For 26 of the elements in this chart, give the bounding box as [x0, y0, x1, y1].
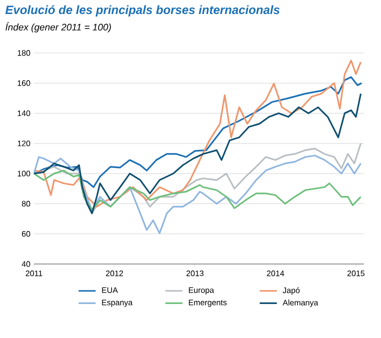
legend-label: Japó — [282, 287, 300, 295]
legend-label: Emergents — [188, 300, 227, 307]
y-tick-label: 180 — [18, 50, 30, 56]
y-tick-label: 140 — [18, 110, 30, 116]
y-tick-label: 40 — [22, 261, 30, 267]
y-tick-label: 80 — [22, 200, 30, 207]
x-tick-label: 2013 — [186, 270, 204, 276]
x-tick-label: 2014 — [266, 270, 284, 276]
legend-label: EUA — [102, 287, 118, 293]
legend-label: Espanya — [102, 300, 133, 307]
line-series — [33, 154, 362, 234]
x-tick-label: 2015 — [347, 270, 364, 276]
line-series — [33, 170, 362, 211]
y-tick-label: 60 — [22, 231, 30, 237]
line-series — [33, 60, 362, 208]
legend-label: Alemanya — [282, 300, 318, 308]
chart-subtitle: Índex (gener 2011 = 100) — [6, 22, 111, 32]
y-tick-label: 100 — [18, 170, 30, 176]
line-series — [33, 92, 362, 214]
chart-title: Evolució de les principals borses internacionals — [5, 5, 280, 16]
y-tick-label: 160 — [18, 80, 30, 86]
legend-label: Europa — [188, 287, 214, 295]
y-tick-label: 120 — [18, 140, 30, 146]
x-tick-label: 2011 — [26, 270, 42, 276]
x-tick-label: 2012 — [106, 270, 123, 276]
line-series — [33, 76, 362, 188]
